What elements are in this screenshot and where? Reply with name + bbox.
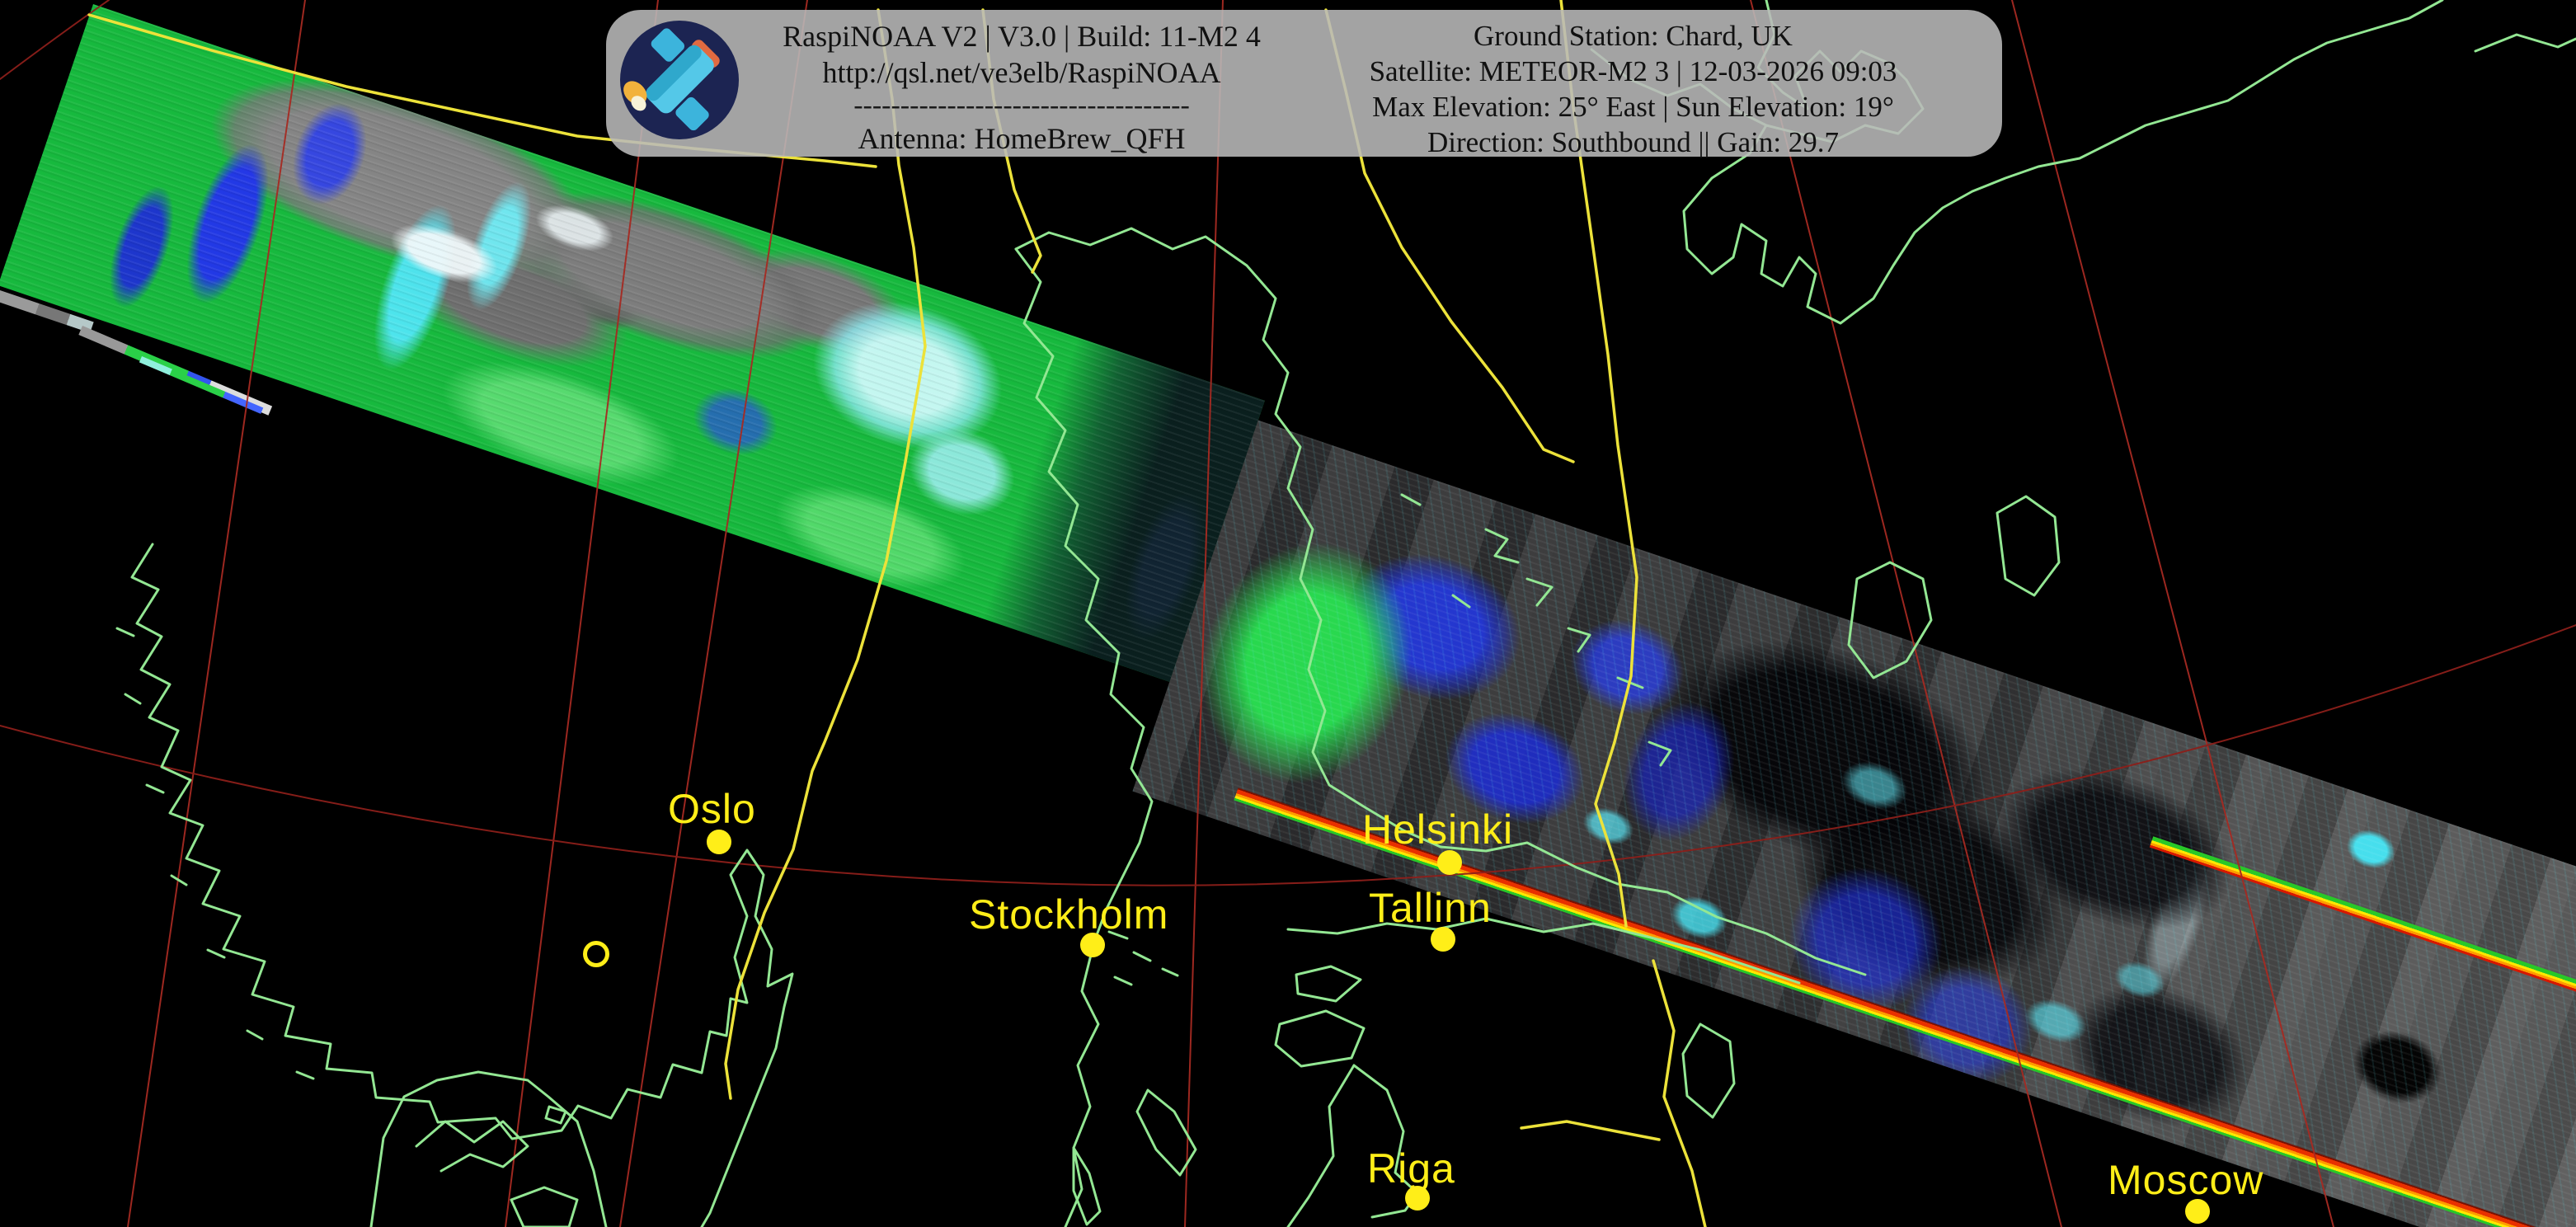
- coastline-paths: [115, 0, 2576, 1227]
- city-label-helsinki: Helsinki: [1362, 806, 1514, 853]
- city-dot-stockholm: [1080, 933, 1105, 957]
- city-dot-moscow: [2185, 1199, 2210, 1224]
- antenna-info: Antenna: HomeBrew_QFH: [858, 122, 1186, 155]
- direction-gain-info: Direction: Southbound || Gain: 29.7: [1427, 126, 1840, 158]
- city-dot-oslo: [707, 830, 731, 854]
- banner-pass-info: Ground Station: Chard, UK Satellite: MET…: [1294, 10, 2002, 158]
- city-dot-riga: [1405, 1186, 1430, 1211]
- city-dot-helsinki: [1437, 850, 1462, 875]
- ground-station-info: Ground Station: Chard, UK: [1474, 20, 1793, 52]
- elevation-info: Max Elevation: 25° East | Sun Elevation:…: [1372, 91, 1894, 123]
- satellite-pass-info: Satellite: METEOR-M2 3 | 12-03-2026 09:0…: [1369, 55, 1897, 87]
- info-banner: RaspiNOAA V2 | V3.0 | Build: 11-M2 4 htt…: [606, 10, 2002, 158]
- city-label-oslo: Oslo: [668, 786, 756, 832]
- app-url: http://qsl.net/ve3elb/RaspiNOAA: [822, 56, 1221, 89]
- city-ring-marker: [583, 941, 609, 967]
- satellite-icon: [620, 21, 739, 139]
- app-title: RaspiNOAA V2 | V3.0 | Build: 11-M2 4: [783, 20, 1261, 53]
- city-dot-tallinn: [1431, 927, 1455, 952]
- city-label-moscow: Moscow: [2108, 1157, 2264, 1203]
- banner-station-software-info: RaspiNOAA V2 | V3.0 | Build: 11-M2 4 htt…: [750, 10, 1294, 157]
- country-border-paths: [87, 0, 1707, 1227]
- city-label-stockholm: Stockholm: [969, 891, 1169, 938]
- banner-separator: ------------------------------------: [853, 90, 1190, 120]
- city-label-riga: Riga: [1367, 1145, 1455, 1192]
- city-label-tallinn: Tallinn: [1369, 885, 1492, 931]
